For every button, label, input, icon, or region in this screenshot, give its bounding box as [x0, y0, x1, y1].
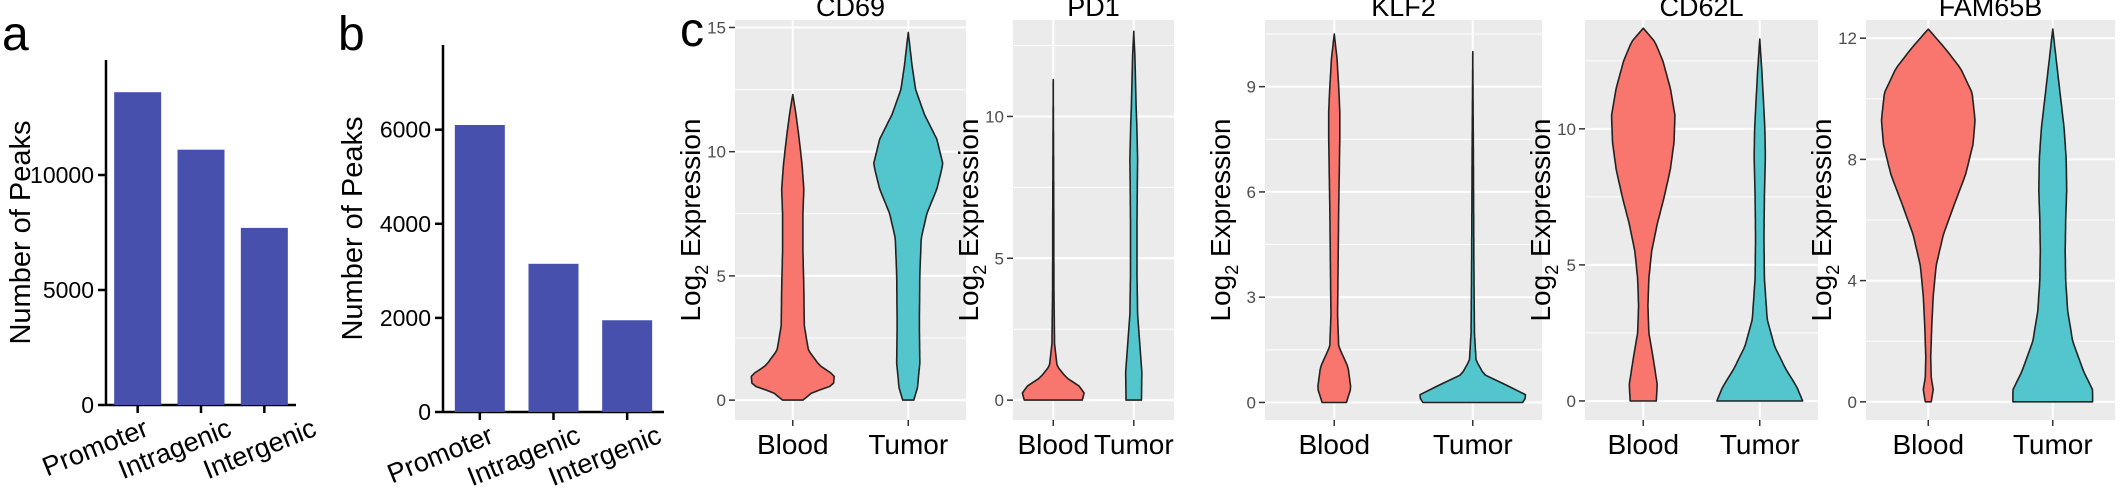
violin-panel-cd69: 0 5 10 15 Blood Tumor CD69 Log2 Expression — [675, 0, 966, 460]
y-axis-title: Log2 Expression — [1806, 118, 1843, 321]
y-axis-title-rest: Expression — [953, 118, 984, 264]
y-axis-title-rest: Expression — [1525, 118, 1556, 264]
y-tick-label: 4000 — [380, 211, 431, 237]
y-axis-title-rest: Expression — [1205, 118, 1236, 264]
violin-blood — [1610, 27, 1676, 402]
y-tick-label: 8 — [1848, 150, 1857, 169]
y-axis-title-subscript: 2 — [1823, 265, 1843, 275]
y-axis-title: Log2 Expression — [1525, 118, 1562, 321]
bar-intragenic — [528, 263, 579, 412]
x-tick-label: Tumor — [1094, 429, 1174, 460]
y-axis-title-subscript: 2 — [1222, 265, 1242, 275]
y-tick-label: 10 — [985, 107, 1004, 126]
y-axis-title-rest: Expression — [675, 118, 706, 264]
y-axis-title-main: Log — [953, 275, 984, 322]
plot-background — [1013, 20, 1174, 420]
violin-panel-cd62l: 0 5 10 Blood Tumor CD62L Log2 Expression — [1525, 0, 1818, 460]
panel-title: PD1 — [1067, 0, 1120, 22]
y-tick-label: 5 — [995, 249, 1004, 268]
x-tick-label: Blood — [1017, 429, 1089, 460]
y-axis-title-rest: Expression — [1806, 118, 1837, 264]
violin-tumor — [1124, 30, 1143, 401]
plot-background — [735, 20, 966, 420]
panel-label-a: a — [2, 8, 29, 61]
y-axis-title-main: Log — [1205, 275, 1236, 322]
y-tick-label: 4 — [1848, 272, 1857, 291]
x-tick-label: Blood — [1892, 429, 1964, 460]
y-tick-label: 0 — [1848, 393, 1857, 412]
panel-label-c: c — [680, 4, 704, 57]
x-tick-label: Tumor — [1720, 429, 1800, 460]
violin-tumor — [873, 31, 944, 401]
x-tick-label: Blood — [757, 429, 829, 460]
y-tick-label: 3 — [1247, 288, 1256, 307]
y-axis-title: Number of Peaks — [5, 120, 37, 344]
bar-promoter — [114, 92, 162, 405]
y-tick-label: 6 — [1247, 183, 1256, 202]
violin-blood — [750, 93, 835, 401]
panel-title: CD69 — [816, 0, 885, 22]
y-axis-title: Log2 Expression — [1205, 118, 1242, 321]
bar-intergenic — [240, 227, 288, 405]
bar-chart-b: 0200040006000PromoterIntragenicIntergeni… — [337, 45, 665, 492]
y-tick-label: 0 — [1567, 392, 1576, 411]
violin-panel-pd1: 0 5 10 Blood Tumor PD1 Log2 Expression — [953, 0, 1174, 460]
panel-title: FAM65B — [1939, 0, 2043, 22]
violin-panel-klf2: 0 3 6 9 Blood Tumor KLF2 Log2 Expression — [1205, 0, 1542, 460]
y-axis-title-main: Log — [1806, 275, 1837, 322]
violin-tumor — [1419, 50, 1527, 404]
y-tick-label: 5 — [717, 267, 726, 286]
panel-title: CD62L — [1659, 0, 1743, 22]
violin-panel-fam65b: 0 4 8 12 Blood Tumor FAM65B Log2 Expression — [1806, 0, 2115, 460]
x-tick-label: Tumor — [1433, 429, 1513, 460]
y-axis-title-main: Log — [1525, 275, 1556, 322]
x-tick-label: Blood — [1607, 429, 1679, 460]
bar-promoter — [454, 124, 505, 412]
violin-blood — [1880, 28, 1976, 403]
y-axis-title-subscript: 2 — [692, 265, 712, 275]
panel-title: KLF2 — [1371, 0, 1436, 22]
y-axis-title-subscript: 2 — [970, 265, 990, 275]
y-tick-label: 10 — [707, 143, 726, 162]
y-axis-title: Log2 Expression — [675, 118, 712, 321]
violin-tumor — [2012, 28, 2094, 403]
x-tick-label: Tumor — [2013, 429, 2093, 460]
violin-blood — [1021, 78, 1085, 401]
x-tick-label: Blood — [1298, 429, 1370, 460]
y-tick-label: 9 — [1247, 78, 1256, 97]
y-tick-label: 0 — [418, 399, 431, 425]
y-tick-label: 0 — [717, 391, 726, 410]
panel-label-b: b — [338, 8, 365, 61]
y-tick-label: 12 — [1838, 29, 1857, 48]
y-axis-title-main: Log — [675, 275, 706, 322]
violin-tumor — [1716, 38, 1804, 402]
y-tick-label: 10 — [1557, 120, 1576, 139]
y-tick-label: 10000 — [30, 162, 94, 188]
y-axis-title: Number of Peaks — [337, 116, 369, 340]
y-axis-title: Log2 Expression — [953, 118, 990, 321]
y-axis-title-subscript: 2 — [1542, 265, 1562, 275]
plot-background — [1265, 20, 1542, 420]
y-tick-label: 15 — [707, 18, 726, 37]
bar-chart-a: 0500010000PromoterIntragenicIntergenicNu… — [5, 60, 320, 485]
y-tick-label: 0 — [995, 391, 1004, 410]
y-tick-label: 6000 — [380, 117, 431, 143]
x-tick-label: Tumor — [868, 429, 948, 460]
y-tick-label: 0 — [81, 392, 94, 418]
y-tick-label: 2000 — [380, 305, 431, 331]
bar-intragenic — [177, 149, 225, 405]
y-tick-label: 0 — [1247, 393, 1256, 412]
bar-intergenic — [602, 320, 653, 412]
violin-blood — [1317, 33, 1352, 404]
y-tick-label: 5000 — [43, 277, 94, 303]
y-tick-label: 5 — [1567, 256, 1576, 275]
